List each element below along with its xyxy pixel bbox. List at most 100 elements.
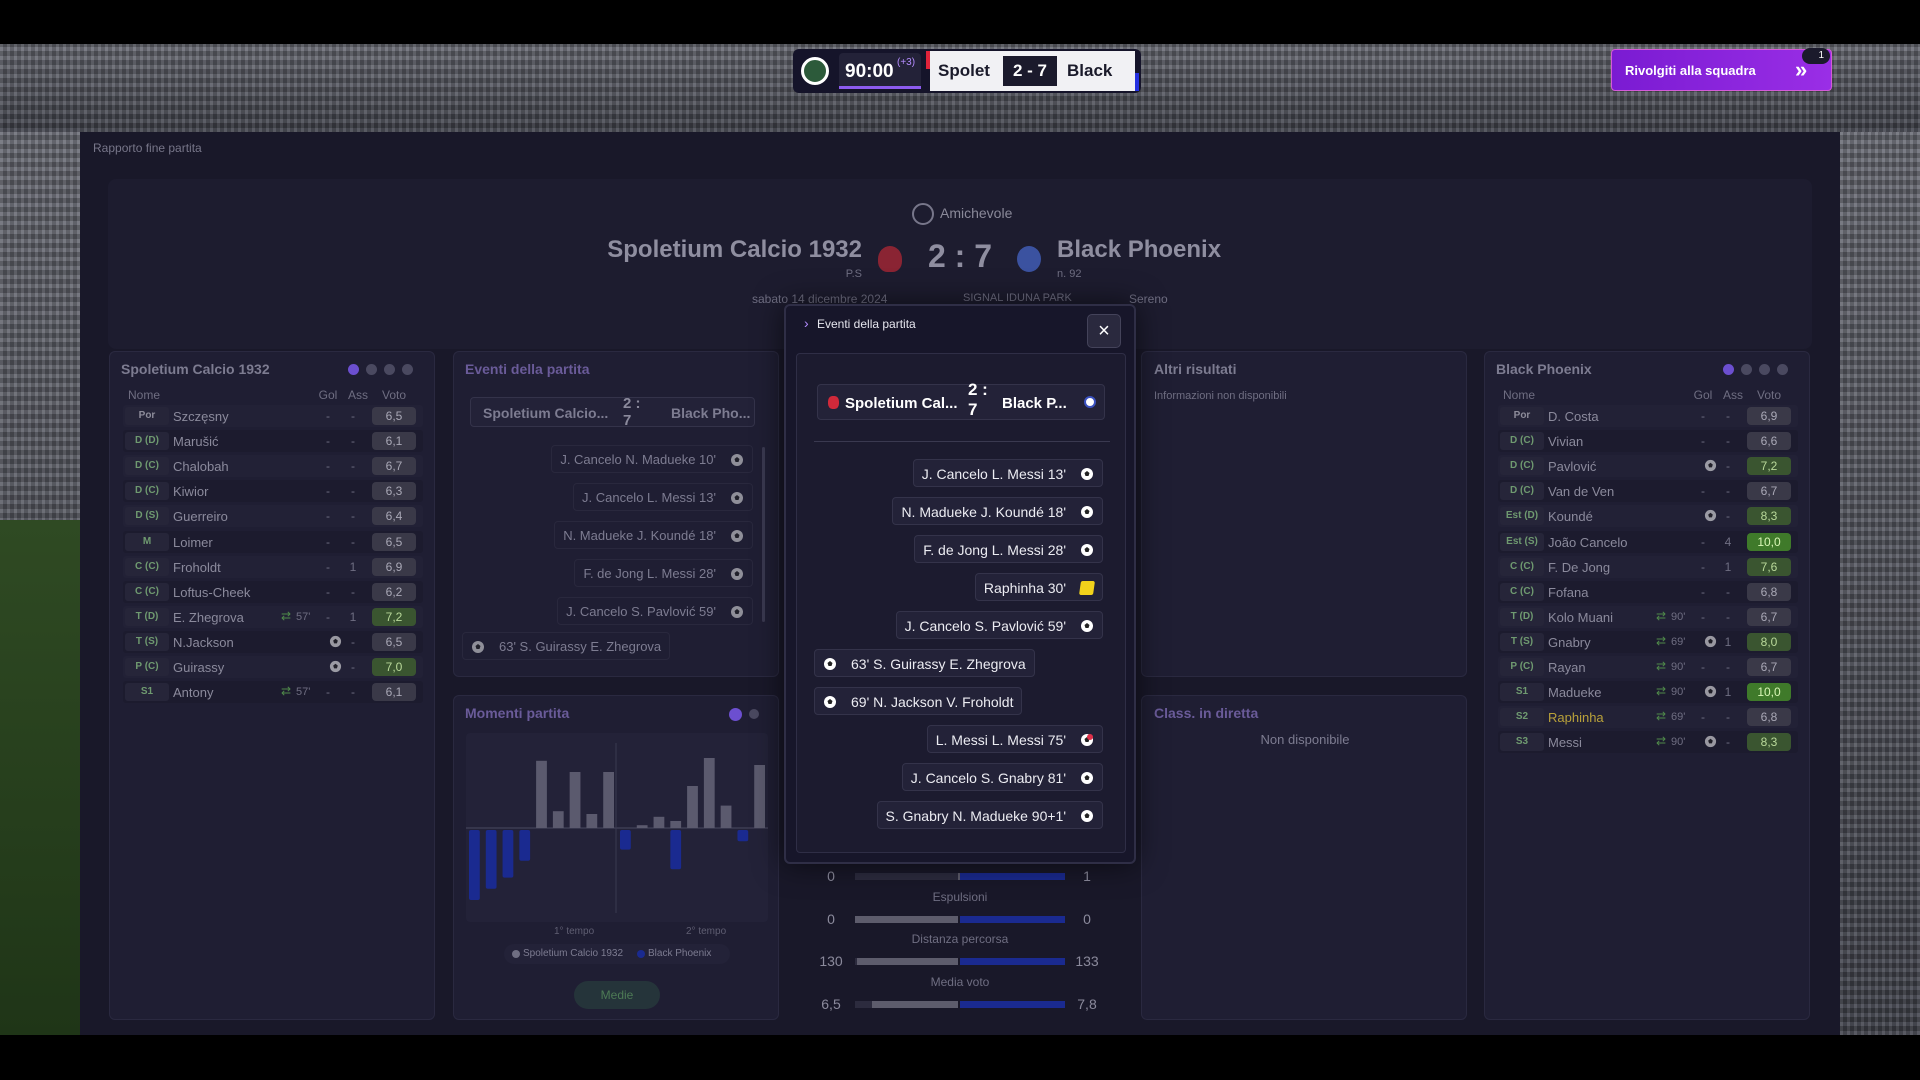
rating: 6,5 bbox=[372, 407, 416, 425]
event-text: F. de Jong L. Messi 28' bbox=[923, 542, 1066, 558]
player-row: D (C) Pavlović - 7,2 bbox=[1498, 455, 1798, 478]
goals: - bbox=[1701, 559, 1705, 574]
goals: - bbox=[326, 584, 330, 599]
assists: - bbox=[1726, 484, 1730, 499]
goals: - bbox=[1701, 710, 1705, 725]
goal-icon bbox=[1704, 685, 1717, 698]
event-text: L. Messi L. Messi 75' bbox=[935, 732, 1066, 748]
goal-icon bbox=[1080, 619, 1094, 633]
player-row: C (C) F. De Jong - 1 7,6 bbox=[1498, 555, 1798, 578]
assists: 1 bbox=[1724, 685, 1732, 700]
page-dot bbox=[729, 708, 742, 721]
scoreline: Spolet 2 - 7 Black bbox=[930, 51, 1135, 91]
info: Non disponibile bbox=[1260, 732, 1350, 747]
page-dot bbox=[749, 709, 759, 719]
home-bar bbox=[687, 786, 698, 828]
half-label: 2° tempo bbox=[686, 926, 727, 937]
goals: - bbox=[1701, 484, 1705, 499]
goal-icon bbox=[1080, 771, 1094, 785]
clock: 90:00 bbox=[845, 61, 894, 82]
page-dot bbox=[402, 364, 413, 375]
player-name: Loimer bbox=[173, 534, 213, 550]
close-button[interactable]: × bbox=[1087, 314, 1121, 348]
assists: - bbox=[1726, 609, 1730, 624]
assists: - bbox=[351, 584, 355, 599]
lineup-panel: Spoletium Calcio 1932 Nome Gol Ass Voto Por Sz… bbox=[109, 351, 435, 1020]
position: D (C) bbox=[125, 457, 169, 476]
sub-minute: 90' bbox=[1671, 661, 1686, 673]
event-row: 69' N. Jackson V. Froholdt bbox=[814, 687, 1023, 715]
home-color bbox=[926, 51, 930, 69]
button-label: Medie bbox=[600, 988, 634, 1002]
position: D (D) bbox=[125, 432, 169, 451]
rating: 8,3 bbox=[1747, 507, 1791, 526]
sub-icon: ⇄ bbox=[1656, 709, 1667, 724]
player-name: Marušić bbox=[173, 434, 219, 450]
column-header: Nome bbox=[128, 388, 161, 402]
legend-dot bbox=[512, 950, 520, 958]
assists: - bbox=[1726, 434, 1730, 449]
talk-to-team-button[interactable]: Rivolgiti alla squadra » 1 bbox=[1611, 48, 1832, 91]
away-bar bbox=[502, 830, 514, 878]
competition: Amichevole bbox=[940, 205, 1013, 221]
stat-away: 1 bbox=[1083, 868, 1091, 884]
assists: - bbox=[351, 484, 355, 499]
stadium-right bbox=[1840, 132, 1920, 1035]
assists: - bbox=[351, 634, 355, 649]
panel-title: Black Phoenix bbox=[1496, 361, 1592, 377]
event-text: N. Madueke J. Koundé 18' bbox=[563, 528, 716, 543]
score-widget: 90:00 (+3) Spolet 2 - 7 Black bbox=[793, 49, 1141, 93]
page-dot bbox=[1723, 364, 1734, 375]
position: P (C) bbox=[125, 658, 169, 676]
position: D (C) bbox=[1500, 457, 1544, 476]
rating: 6,6 bbox=[1747, 432, 1791, 451]
panel-title: Altri risultati bbox=[1154, 361, 1237, 377]
goal-icon bbox=[1080, 809, 1094, 823]
sub-icon: ⇄ bbox=[1656, 608, 1667, 623]
position: D (C) bbox=[1500, 482, 1544, 501]
goal-icon bbox=[823, 657, 837, 671]
page-dot bbox=[366, 364, 377, 375]
modal-title: Eventi della partita bbox=[817, 317, 916, 331]
home-bar bbox=[586, 814, 598, 828]
player-row: D (C) Van de Ven - - 6,7 bbox=[1498, 480, 1798, 503]
assists: - bbox=[1726, 584, 1730, 599]
away-bar bbox=[519, 830, 531, 861]
position: C (C) bbox=[125, 557, 169, 576]
rating: 6,1 bbox=[372, 432, 416, 451]
averages-button[interactable]: Medie bbox=[574, 981, 660, 1009]
legend-dot bbox=[637, 950, 645, 958]
goals: - bbox=[326, 409, 330, 423]
sub-minute: 90' bbox=[1671, 686, 1686, 699]
goals: - bbox=[326, 559, 330, 574]
event-text: J. Cancelo S. Pavlović 59' bbox=[904, 618, 1066, 634]
panel-title: Momenti partita bbox=[465, 705, 570, 721]
event-text: 63' S. Guirassy E. Zhegrova bbox=[499, 639, 662, 654]
event-row: J. Cancelo S. Pavlović 59' bbox=[895, 611, 1103, 639]
stat-away: 133 bbox=[1075, 953, 1099, 969]
position: S2 bbox=[1500, 708, 1544, 727]
legend-item: Spoletium Calcio 1932 bbox=[523, 948, 624, 959]
position: D (S) bbox=[125, 507, 169, 526]
assists: - bbox=[351, 685, 355, 700]
moments-chart bbox=[466, 743, 768, 913]
event-row: F. de Jong L. Messi 28' bbox=[574, 559, 753, 587]
rating: 6,8 bbox=[1747, 708, 1791, 727]
player-name: Raphinha bbox=[1548, 710, 1604, 726]
rating: 7,0 bbox=[372, 658, 416, 676]
stadium: SIGNAL IDUNA PARK bbox=[963, 292, 1072, 304]
stat-track bbox=[855, 873, 958, 880]
player-row: M Loimer - - 6,5 bbox=[123, 530, 423, 553]
modal-body: Spoletium Cal... 2 : 7 Black P... J. Cancel… bbox=[796, 353, 1126, 853]
position: C (C) bbox=[1500, 582, 1544, 601]
player-name: Guirassy bbox=[173, 660, 225, 675]
player-name: Madueke bbox=[1548, 685, 1602, 701]
player-row: S3 Messi ⇄ 90' - 8,3 bbox=[1498, 731, 1798, 754]
rating: 8,0 bbox=[1747, 632, 1791, 651]
event-row: 63' S. Guirassy E. Zhegrova bbox=[462, 632, 671, 660]
assists: - bbox=[351, 534, 355, 549]
event-row: Raphinha 30' bbox=[974, 573, 1103, 601]
player-name: F. De Jong bbox=[1548, 559, 1611, 575]
score: 2 : 7 bbox=[968, 380, 988, 419]
